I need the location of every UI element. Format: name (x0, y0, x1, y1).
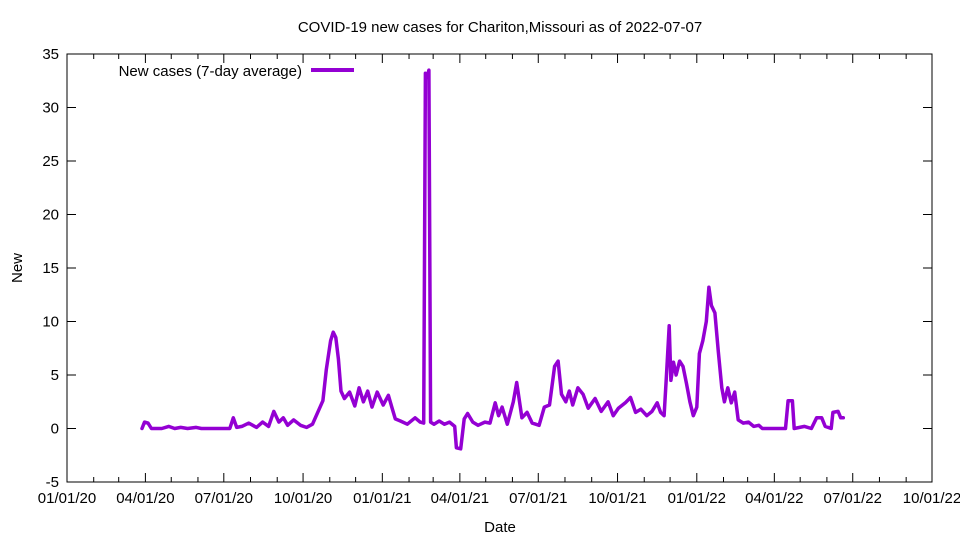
y-tick-label: -5 (46, 474, 59, 491)
x-tick-label: 01/01/21 (353, 490, 411, 507)
x-tick-label: 10/01/22 (903, 490, 960, 507)
series-layer (140, 68, 846, 451)
y-tick-label: 5 (51, 367, 59, 384)
chart-title: COVID-19 new cases for Chariton,Missouri… (298, 19, 702, 36)
y-tick-label: 15 (42, 260, 59, 277)
x-tick-label: 07/01/21 (509, 490, 567, 507)
x-tick-label: 10/01/21 (588, 490, 646, 507)
y-tick-label: 10 (42, 314, 59, 331)
x-tick-label: 01/01/22 (668, 490, 726, 507)
x-tick-label: 04/01/22 (745, 490, 803, 507)
legend: New cases (7-day average) (119, 63, 354, 80)
y-tick-label: 20 (42, 207, 59, 224)
x-tick-label: 07/01/22 (824, 490, 882, 507)
y-axis-ticks: -5 0 5 10 15 20 25 30 35 (42, 46, 932, 491)
x-tick-label: 04/01/21 (431, 490, 489, 507)
x-tick-label: 04/01/20 (116, 490, 174, 507)
y-axis-label: New (9, 253, 26, 283)
x-tick-label: 01/01/20 (38, 490, 96, 507)
y-tick-label: 35 (42, 46, 59, 63)
y-tick-label: 0 (51, 421, 59, 438)
y-tick-label: 30 (42, 100, 59, 117)
y-tick-label: 25 (42, 153, 59, 170)
legend-label: New cases (7-day average) (119, 63, 302, 80)
x-tick-label: 07/01/20 (195, 490, 253, 507)
x-axis-label: Date (484, 519, 516, 536)
x-axis-ticks: 01/01/20 04/01/20 07/01/20 10/01/20 01/01/21… (38, 54, 960, 507)
series-line (140, 68, 846, 451)
x-tick-label: 10/01/20 (274, 490, 332, 507)
